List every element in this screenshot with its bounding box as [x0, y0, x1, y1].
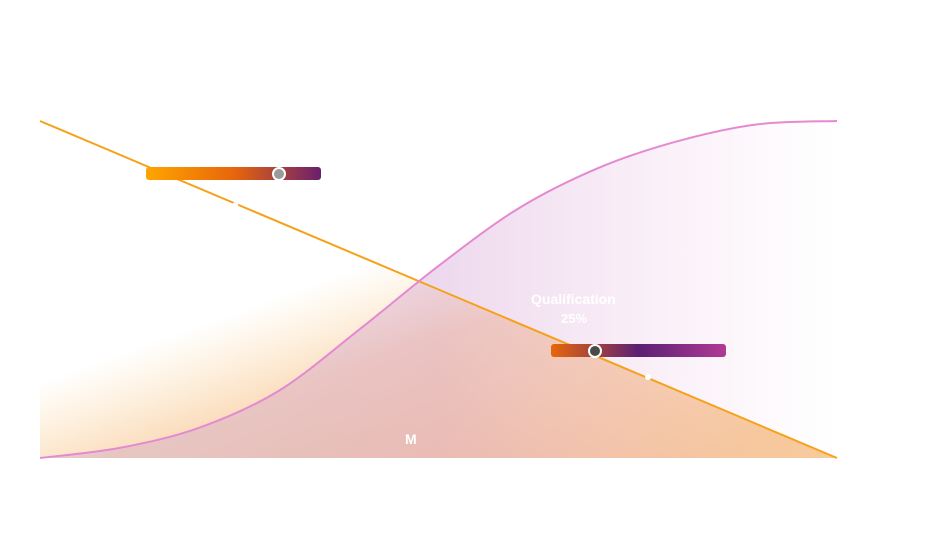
right-slider-thumb[interactable]	[587, 343, 602, 358]
series-line-sigmoid	[39, 120, 838, 459]
series-line-declining	[39, 120, 838, 459]
left-slider[interactable]	[146, 166, 321, 181]
marker-label: M	[405, 431, 417, 447]
stage-label: Qualification	[531, 291, 616, 307]
stage-value: 25%	[561, 311, 588, 326]
right-slider[interactable]	[551, 343, 726, 358]
line-marker-0	[232, 202, 239, 209]
left-slider-thumb[interactable]	[272, 166, 286, 181]
line-marker-1	[645, 374, 652, 381]
